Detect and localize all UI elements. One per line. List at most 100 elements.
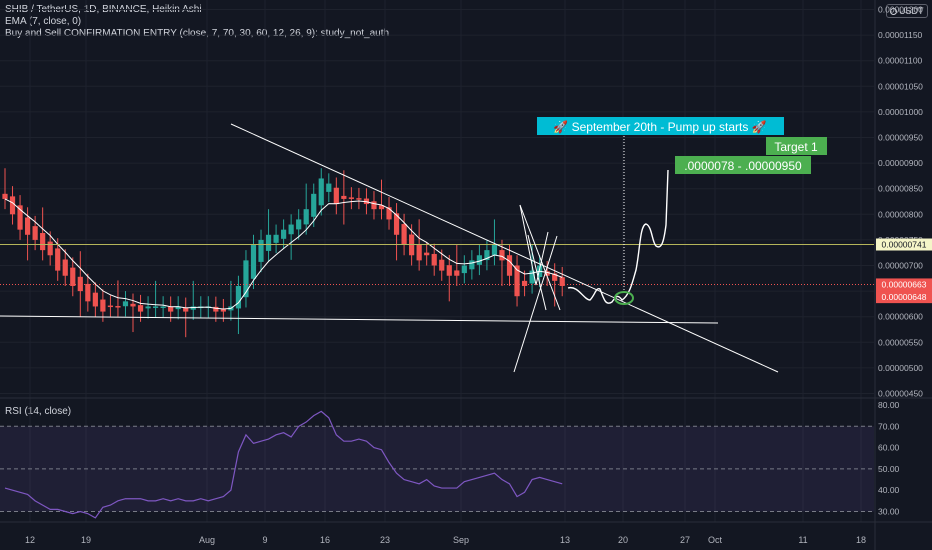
candle-body [454, 270, 460, 276]
candle-body [544, 271, 550, 276]
candle-body [220, 309, 226, 312]
candle-body [537, 265, 543, 278]
chart-header: SHIB / TetherUS, 1D, BINANCE, Heikin Ash… [5, 4, 389, 40]
candle-body [401, 224, 407, 246]
target-range-box [675, 156, 811, 174]
y-tick-label: 0.00000550 [878, 337, 923, 347]
last-price-tag: 0.00000663 [882, 279, 927, 289]
candle-body [183, 307, 189, 312]
target-label-box [766, 137, 827, 155]
candle-body [469, 260, 475, 270]
x-tick-label: Sep [453, 535, 469, 545]
candle-body [77, 276, 83, 292]
candle-body [9, 196, 16, 215]
candle-body [228, 306, 234, 311]
candle-body [273, 234, 279, 243]
candle-body [529, 270, 535, 284]
y-tick-label: 0.00000750 [878, 235, 923, 245]
price-pane [0, 168, 874, 338]
rsi-tick-label: 60.00 [878, 443, 900, 453]
y-tick-label: 0.00001100 [878, 56, 923, 66]
candle-body [521, 280, 528, 286]
projection-path [567, 169, 669, 304]
candle-body [476, 255, 482, 265]
symbol-legend[interactable]: SHIB / TetherUS, 1D, BINANCE, Heikin Ash… [5, 4, 202, 15]
candle-body [491, 245, 498, 256]
x-tick-label: Aug [199, 535, 215, 545]
candle-body [17, 205, 23, 230]
drawings: 🚀 September 20th - Pump up starts 🚀 Targe… [0, 117, 827, 373]
y-tick-label: 0.00001050 [878, 81, 923, 91]
rsi-legend[interactable]: RSI (14, close) [5, 406, 72, 417]
candle-body [153, 306, 159, 308]
y-tick-label: 0.00000450 [878, 389, 923, 399]
entry-circle [614, 291, 634, 305]
currency-badge[interactable]: USDT [886, 4, 928, 18]
candle-body [55, 248, 61, 271]
candle-body [552, 273, 558, 281]
triangle-drawing [519, 204, 561, 311]
candle-body [356, 198, 362, 200]
candle-body [446, 265, 452, 276]
x-tick-label: 23 [380, 535, 390, 545]
candle-body [190, 306, 196, 310]
x-tick-label: 16 [320, 535, 330, 545]
y-tick-label: 0.00000500 [878, 363, 923, 373]
y-tick-label: 0.00000900 [878, 158, 923, 168]
candle-body [62, 259, 68, 276]
candle-body [484, 250, 490, 261]
candle-body [100, 299, 106, 312]
candle-body [122, 301, 129, 307]
candle-body [281, 229, 287, 239]
study-legend[interactable]: Buy and Sell CONFIRMATION ENTRY (close, … [5, 28, 390, 39]
pump-label-box [537, 117, 784, 135]
candle-body [213, 306, 219, 312]
candle-body [70, 267, 76, 286]
x-tick-label: 18 [856, 535, 866, 545]
rsi-band [0, 426, 874, 512]
candle-body [32, 226, 38, 240]
candle-body [348, 197, 354, 199]
candle-body [386, 207, 392, 220]
candle-body [107, 305, 114, 308]
triangle-drawing [513, 235, 558, 373]
candle-body [198, 306, 204, 309]
y-tick-label: 0.00001000 [878, 107, 923, 117]
candle-body [168, 306, 174, 312]
rsi-line [4, 410, 563, 519]
y-tick-label: 0.00001150 [878, 30, 923, 40]
candle-body [130, 303, 136, 307]
candle-body [431, 253, 437, 266]
countdown-tag: 05:13:34 [887, 290, 920, 300]
candle-body [2, 193, 8, 199]
rsi-tick-label: 40.00 [878, 485, 900, 495]
x-tick-label: 12 [25, 535, 35, 545]
candle-body [47, 241, 53, 256]
candle-body [250, 245, 257, 279]
candle-body [333, 187, 339, 205]
candle-body [288, 224, 294, 235]
ema-line [4, 198, 563, 310]
y-tick-label: 0.00000650 [878, 286, 923, 296]
ema-legend[interactable]: EMA (7, close, 0) [5, 16, 82, 27]
resistance-tag: 0.00000741 [882, 240, 927, 250]
x-tick-label: 27 [680, 535, 690, 545]
candle-body [341, 195, 347, 199]
candle-body [499, 250, 505, 261]
y-tick-label: 0.00000850 [878, 184, 923, 194]
triangle-drawing [527, 234, 547, 311]
candle-body [416, 244, 422, 261]
candle-body [424, 252, 430, 256]
currency-label: USDT [899, 6, 924, 16]
candle-body [393, 213, 400, 235]
candle-body [326, 183, 332, 192]
y-tick-label: 0.00000800 [878, 209, 923, 219]
last-price-tag-bg [876, 278, 932, 303]
target-range-label: .0000078 - .00000950 [684, 159, 802, 173]
candle-body [371, 201, 377, 210]
candle-body [514, 265, 520, 297]
candle-body [409, 234, 415, 256]
candle-body [303, 209, 309, 225]
rsi-tick-label: 70.00 [878, 421, 900, 431]
